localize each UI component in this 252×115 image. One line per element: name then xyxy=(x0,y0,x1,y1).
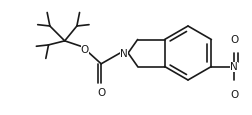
Text: N: N xyxy=(120,49,128,59)
Text: O: O xyxy=(97,87,105,97)
Text: N: N xyxy=(230,62,237,72)
Text: O: O xyxy=(81,45,89,55)
Text: O: O xyxy=(229,90,238,100)
Text: O: O xyxy=(229,34,238,44)
